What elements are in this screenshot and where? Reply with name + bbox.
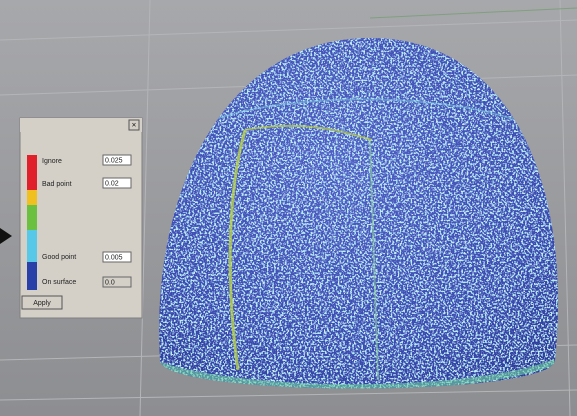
field-value: 0.02 [105, 180, 119, 187]
field-value: 0.025 [105, 157, 123, 164]
label: Bad point [42, 181, 72, 188]
panel-frame [20, 118, 142, 318]
label: Ignore [42, 158, 62, 165]
viewport: × Ignore Bad point Good point On surface… [0, 0, 577, 416]
field-value: 0.0 [105, 279, 115, 286]
label: Good point [42, 254, 76, 261]
color-band [27, 262, 37, 290]
color-band [27, 230, 37, 262]
legend-panel: × Ignore Bad point Good point On surface… [20, 118, 142, 318]
color-band [27, 155, 37, 190]
color-band [27, 190, 37, 205]
page: {"panel":{"labels":["Ignore","Bad point"… [0, 0, 577, 416]
panel-titlebar [20, 118, 142, 132]
field-value: 0.005 [105, 254, 123, 261]
close-icon: × [132, 121, 137, 130]
label: On surface [42, 279, 76, 286]
button-label: Apply [33, 300, 51, 307]
color-band [27, 205, 37, 230]
